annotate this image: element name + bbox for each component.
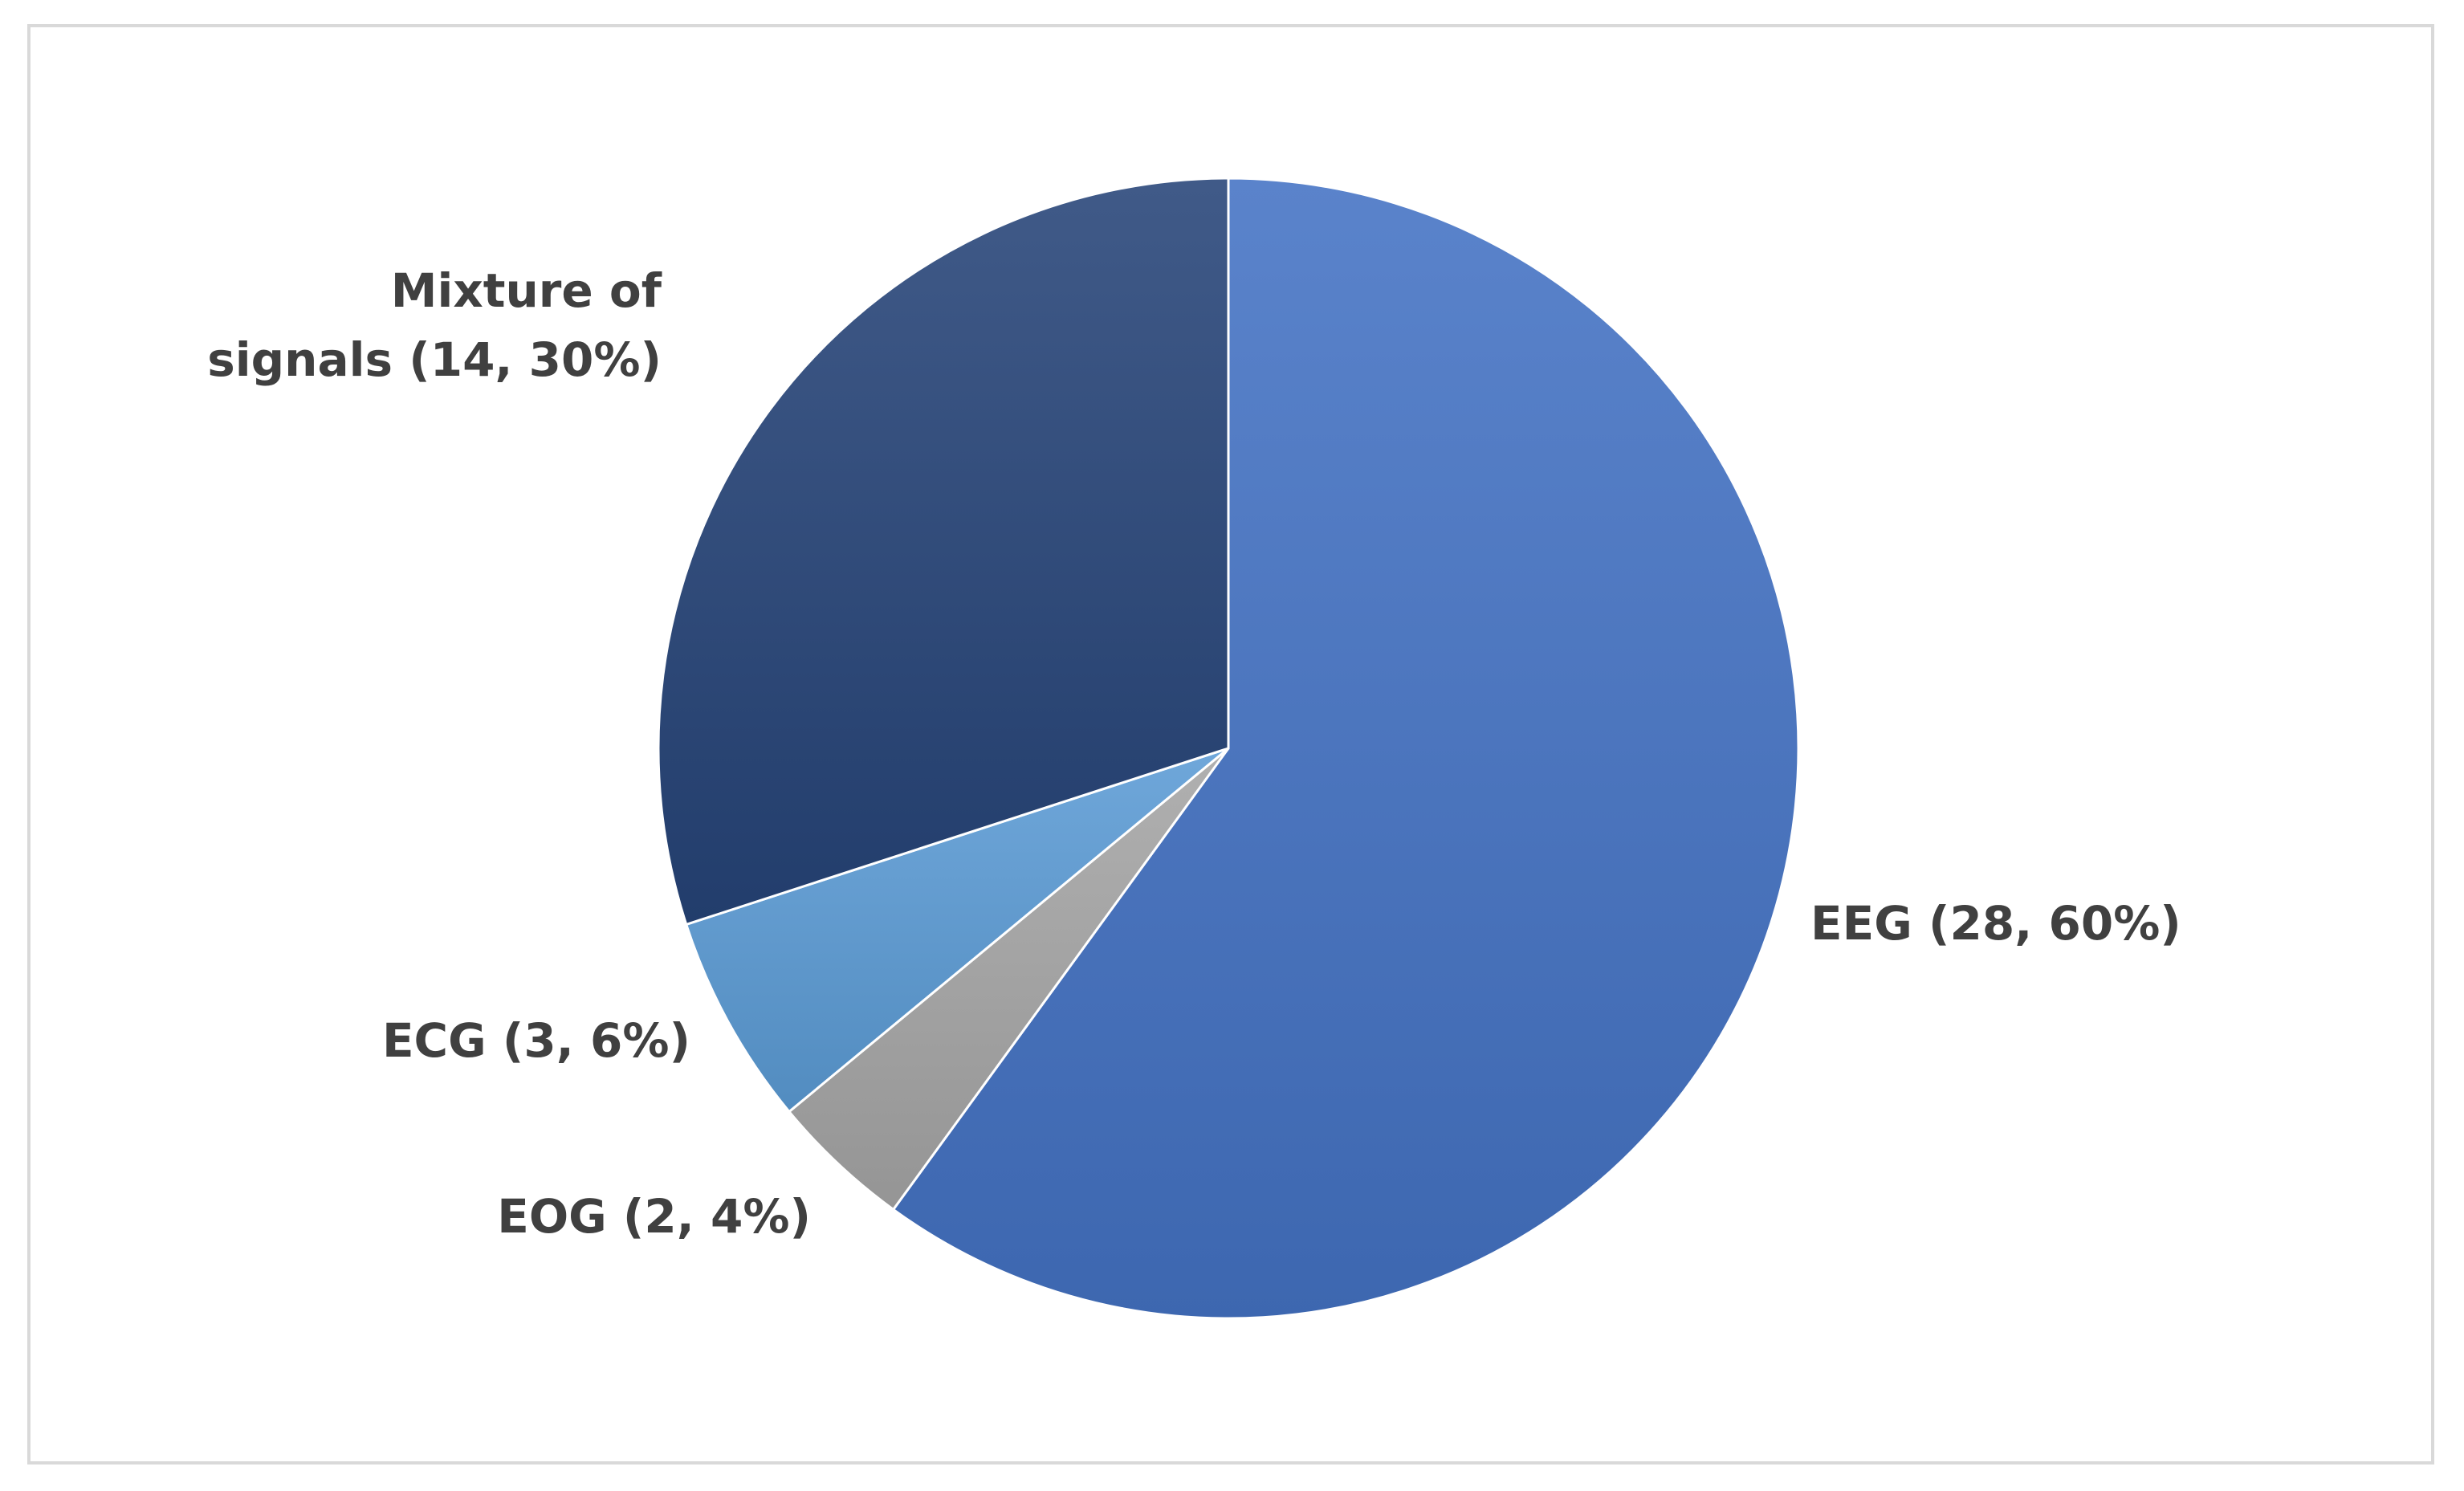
pie-slices [657,177,1800,1320]
slice-label-line: signals (14, 30%) [207,332,662,387]
slice-label-eeg: EEG (28, 60%) [1810,896,2181,951]
pie-slice-mixture-of-signals [657,177,1230,927]
slice-label-ecg: ECG (3, 6%) [382,1013,690,1068]
pie-slice-ecg [684,747,1229,1114]
pie-slice-eog [787,747,1230,1212]
slice-label-eog: EOG (2, 4%) [497,1189,811,1244]
pie-labels: EEG (28, 60%) EOG (2, 4%) ECG (3, 6%) Mixtu… [207,263,2181,1244]
slice-label-line: Mixture of [391,263,662,318]
slice-label-mixture-of-signals: Mixture of signals (14, 30%) [207,263,662,387]
pie-slice-eeg [891,177,1800,1320]
